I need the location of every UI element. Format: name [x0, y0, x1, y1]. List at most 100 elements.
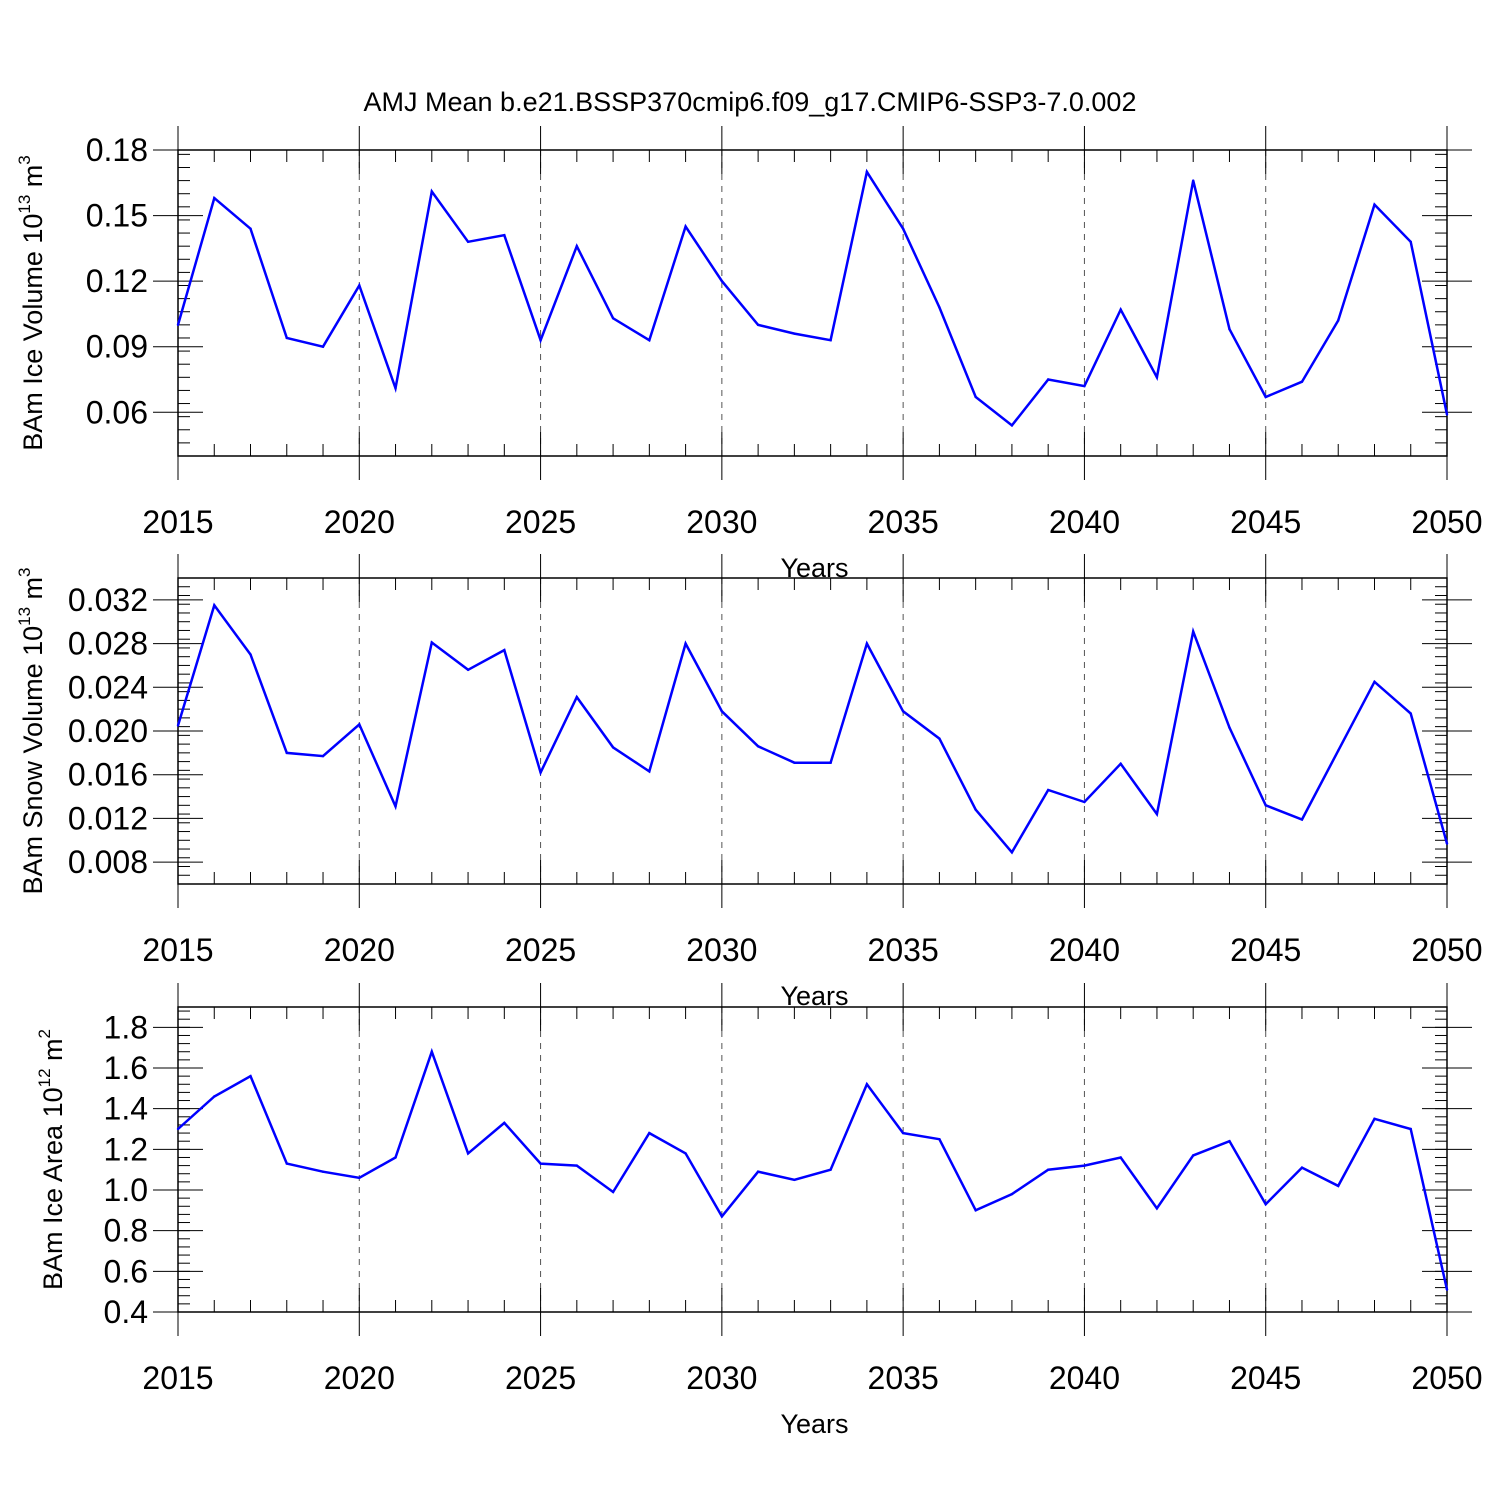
x-tick-label: 2045 [1230, 504, 1301, 540]
chart-panel-1: 0.06 0.09 0.12 0.15 0.18 2015 2020 2025 2030 2035… [15, 126, 1483, 583]
data-point [1445, 842, 1449, 845]
x-axis-label: Years [780, 1409, 848, 1439]
x-tick-label: 2015 [142, 504, 213, 540]
data-point [249, 653, 252, 656]
data-point [1409, 1127, 1412, 1131]
data-point [358, 284, 361, 287]
data-point [938, 737, 941, 740]
data-point [901, 710, 905, 713]
data-point [176, 323, 180, 327]
data-point [829, 1168, 832, 1171]
y-tick-label: 0.6 [104, 1253, 148, 1289]
data-point [793, 761, 796, 764]
x-tick-label: 2035 [868, 504, 939, 540]
y-tick-label: 0.012 [68, 800, 148, 836]
data-point [793, 332, 796, 335]
data-point [394, 387, 397, 390]
data-point [648, 338, 651, 342]
data-point [1300, 380, 1304, 383]
data-point [321, 754, 325, 758]
data-point [358, 723, 361, 726]
x-tick-label: 2035 [868, 932, 939, 968]
data-point [1373, 1117, 1376, 1121]
y-tick-label: 0.09 [86, 329, 148, 365]
data-point [1192, 179, 1195, 182]
data-point [1409, 240, 1412, 243]
data-point [1445, 1288, 1449, 1291]
data-point [865, 642, 869, 645]
y-tick-label: 0.06 [86, 394, 148, 430]
x-tick-label: 2025 [505, 932, 576, 968]
data-point [1300, 1166, 1304, 1169]
data-point [684, 1152, 687, 1155]
data-point [249, 227, 252, 230]
y-axis-label: BAm Ice Volume 1013 m3 [15, 155, 48, 451]
data-point [865, 170, 869, 174]
data-point [938, 306, 941, 309]
y-tick-label: 1.0 [104, 1172, 148, 1208]
data-point [394, 805, 397, 808]
data-point [539, 771, 542, 774]
data-point [575, 695, 579, 699]
data-point [1046, 788, 1050, 792]
data-point [1337, 319, 1340, 322]
data-point [901, 1131, 905, 1135]
data-point [1373, 203, 1376, 206]
x-tick-label: 2035 [868, 1360, 939, 1396]
data-point [575, 1164, 579, 1167]
y-axis-label: BAm Ice Area 1012 m2 [35, 1029, 68, 1290]
data-point [611, 317, 615, 320]
x-tick-label: 2015 [142, 932, 213, 968]
y-tick-label: 1.2 [104, 1131, 148, 1167]
x-tick-label: 2050 [1411, 504, 1482, 540]
y-axis-label-unit-exponent: 3 [15, 567, 34, 576]
y-axis-label: BAm Snow Volume 1013 m3 [15, 567, 48, 894]
y-axis-label-exponent: 12 [35, 1068, 54, 1087]
y-axis-label-text: BAm Snow Volume 10 [18, 626, 48, 895]
data-point [1228, 1140, 1231, 1143]
x-tick-label: 2020 [324, 1360, 395, 1396]
data-point [430, 1050, 433, 1053]
data-point [1083, 384, 1086, 388]
series-line [177, 1047, 1449, 1290]
data-point [829, 761, 832, 764]
data-point [974, 808, 977, 811]
data-point [1119, 1156, 1122, 1159]
data-point [503, 1121, 506, 1125]
x-tick-label: 2020 [324, 932, 395, 968]
data-point [1046, 1168, 1050, 1171]
y-tick-label: 0.032 [68, 582, 148, 618]
data-point [1155, 1207, 1159, 1210]
data-point [539, 338, 542, 342]
x-tick-label: 2015 [142, 1360, 213, 1396]
data-point [1192, 1154, 1195, 1157]
data-point [1228, 726, 1231, 729]
data-point [938, 1137, 941, 1141]
data-point [720, 1215, 724, 1218]
y-tick-label: 0.18 [86, 132, 148, 168]
data-point [249, 1074, 252, 1078]
data-point [213, 1095, 216, 1098]
y-axis-label-unit: m [18, 165, 48, 195]
data-point [466, 668, 470, 671]
data-point [503, 234, 506, 237]
data-point [974, 395, 977, 399]
data-point [1264, 804, 1267, 807]
y-tick-label: 0.8 [104, 1213, 148, 1249]
data-point [1192, 630, 1195, 633]
x-tick-label: 2040 [1049, 1360, 1120, 1396]
data-point [1155, 812, 1159, 816]
y-tick-label: 0.016 [68, 757, 148, 793]
data-point [575, 244, 579, 248]
data-point [611, 1190, 615, 1194]
data-point [430, 641, 433, 644]
data-point [213, 196, 216, 200]
x-tick-label: 2040 [1049, 504, 1120, 540]
data-point [321, 345, 325, 348]
y-tick-label: 0.008 [68, 844, 148, 880]
x-tick-label: 2030 [686, 1360, 757, 1396]
y-axis-label-unit-exponent: 3 [15, 155, 34, 164]
x-axis-label: Years [780, 981, 848, 1011]
data-point [684, 225, 687, 228]
data-point [1264, 395, 1267, 399]
